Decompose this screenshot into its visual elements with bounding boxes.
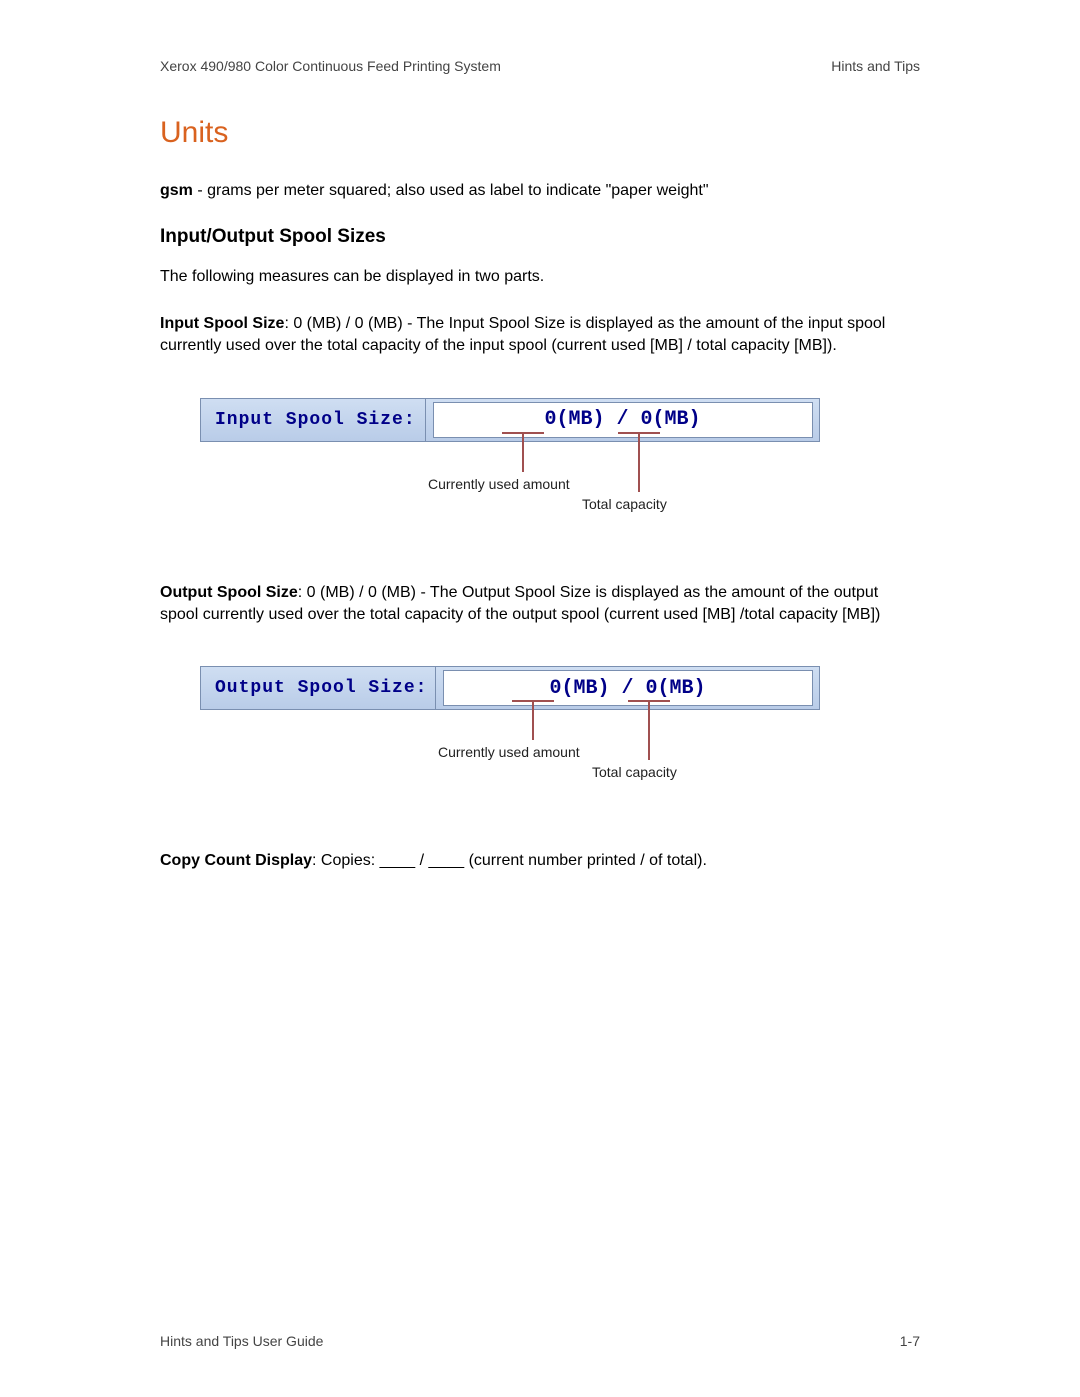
output-spool-bar: Output Spool Size: 0(MB) / 0(MB) <box>200 666 820 710</box>
output-spool-label: Output Spool Size: <box>201 667 436 709</box>
output-spool-value-wrap: 0(MB) / 0(MB) <box>436 667 819 709</box>
output-spool-bold: Output Spool Size <box>160 584 298 601</box>
callout-line-icon <box>532 702 534 740</box>
intro-text: The following measures can be displayed … <box>160 266 920 288</box>
page-title: Units <box>160 116 920 150</box>
copy-count-para: Copy Count Display: Copies: ____ / ____ … <box>160 850 920 872</box>
output-spool-figure: Output Spool Size: 0(MB) / 0(MB) Current… <box>200 666 820 790</box>
header-left: Xerox 490/980 Color Continuous Feed Prin… <box>160 58 501 74</box>
callout-line-icon <box>638 434 640 492</box>
header-right: Hints and Tips <box>831 58 920 74</box>
copy-count-rest: : Copies: ____ / ____ (current number pr… <box>312 852 707 869</box>
annotation-currently-used: Currently used amount <box>438 744 580 760</box>
input-spool-label: Input Spool Size: <box>201 399 426 441</box>
callout-line-icon <box>522 434 524 472</box>
output-spool-para: Output Spool Size: 0 (MB) / 0 (MB) - The… <box>160 582 920 627</box>
input-spool-para: Input Spool Size: 0 (MB) / 0 (MB) - The … <box>160 313 920 358</box>
annotation-total-capacity: Total capacity <box>582 496 667 512</box>
gsm-definition: gsm - grams per meter squared; also used… <box>160 180 920 202</box>
footer-right: 1-7 <box>900 1333 920 1349</box>
copy-count-bold: Copy Count Display <box>160 852 312 869</box>
annotation-currently-used: Currently used amount <box>428 476 570 492</box>
input-spool-figure: Input Spool Size: 0(MB) / 0(MB) Currentl… <box>200 398 820 522</box>
gsm-bold: gsm <box>160 182 193 199</box>
page-footer: Hints and Tips User Guide 1-7 <box>160 1333 920 1349</box>
input-spool-bold: Input Spool Size <box>160 315 284 332</box>
page-header: Xerox 490/980 Color Continuous Feed Prin… <box>160 58 920 74</box>
input-annotations: Currently used amount Total capacity <box>200 442 820 522</box>
output-annotations: Currently used amount Total capacity <box>200 710 820 790</box>
input-spool-value-wrap: 0(MB) / 0(MB) <box>426 399 819 441</box>
gsm-rest: - grams per meter squared; also used as … <box>193 182 709 199</box>
subheading: Input/Output Spool Sizes <box>160 226 920 248</box>
callout-line-icon <box>648 702 650 760</box>
input-spool-bar: Input Spool Size: 0(MB) / 0(MB) <box>200 398 820 442</box>
annotation-total-capacity: Total capacity <box>592 764 677 780</box>
footer-left: Hints and Tips User Guide <box>160 1333 323 1349</box>
